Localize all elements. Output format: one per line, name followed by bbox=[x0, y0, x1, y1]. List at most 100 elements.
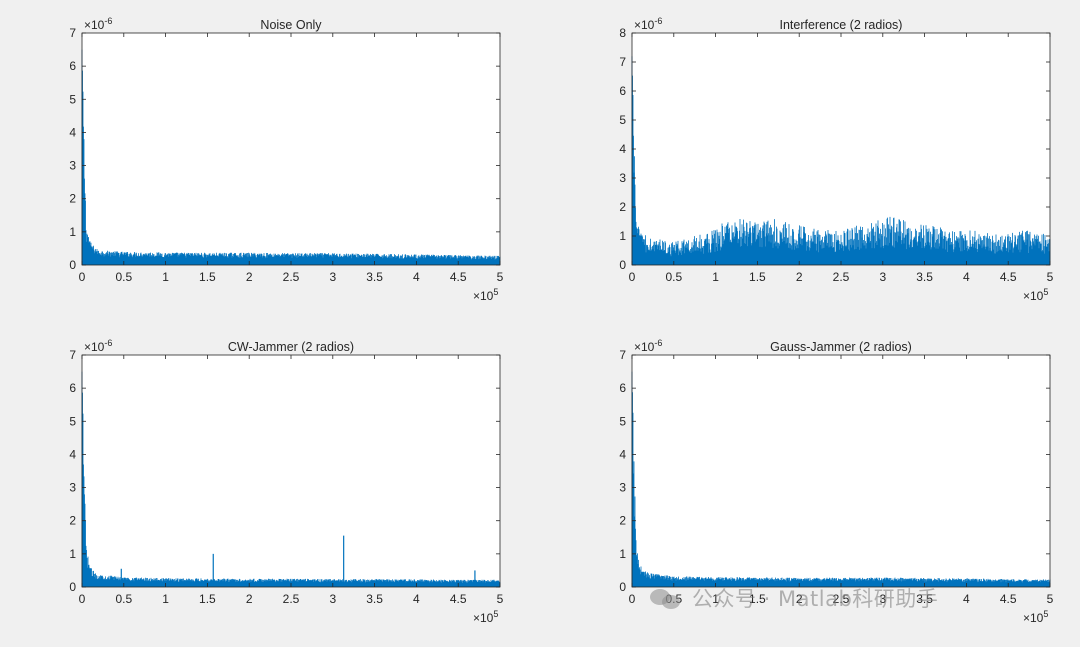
y-tick-label: 2 bbox=[69, 192, 76, 206]
x-tick-label: 1 bbox=[162, 270, 169, 284]
x-tick-label: 3.5 bbox=[916, 270, 933, 284]
y-tick-label: 5 bbox=[69, 414, 76, 428]
chart-title: CW-Jammer (2 radios) bbox=[228, 340, 354, 354]
x-exponent-label: ×105 bbox=[1023, 609, 1048, 625]
x-tick-label: 4.5 bbox=[450, 270, 467, 284]
x-tick-label: 1.5 bbox=[749, 592, 766, 606]
y-tick-label: 7 bbox=[69, 348, 76, 362]
plot-area bbox=[82, 355, 500, 587]
x-tick-label: 0 bbox=[79, 270, 86, 284]
y-exponent-label: ×10-6 bbox=[84, 338, 112, 354]
x-exponent-power: 5 bbox=[493, 287, 498, 297]
x-tick-label: 1 bbox=[712, 592, 719, 606]
y-tick-label: 6 bbox=[69, 59, 76, 73]
y-exponent-power: -6 bbox=[104, 16, 112, 26]
x-tick-label: 3 bbox=[879, 592, 886, 606]
x-tick-label: 0.5 bbox=[115, 592, 132, 606]
y-tick-label: 0 bbox=[619, 258, 626, 272]
x-exponent-power: 5 bbox=[1043, 609, 1048, 619]
y-tick-label: 3 bbox=[69, 481, 76, 495]
y-tick-label: 0 bbox=[69, 580, 76, 594]
x-tick-label: 5 bbox=[1047, 592, 1054, 606]
y-tick-label: 1 bbox=[619, 547, 626, 561]
x-tick-label: 4.5 bbox=[1000, 592, 1017, 606]
x-tick-label: 4 bbox=[963, 270, 970, 284]
x-exponent-label: ×105 bbox=[1023, 287, 1048, 303]
x-tick-label: 2 bbox=[796, 592, 803, 606]
y-tick-label: 7 bbox=[619, 55, 626, 69]
x-tick-label: 2 bbox=[246, 270, 253, 284]
x-tick-label: 2.5 bbox=[283, 592, 300, 606]
x-tick-label: 2.5 bbox=[283, 270, 300, 284]
x-tick-label: 1 bbox=[162, 592, 169, 606]
x-tick-label: 1.5 bbox=[199, 270, 216, 284]
y-exponent-label: ×10-6 bbox=[634, 338, 662, 354]
x-tick-label: 3.5 bbox=[366, 270, 383, 284]
x-exponent-label: ×105 bbox=[473, 609, 498, 625]
x-tick-label: 4 bbox=[413, 592, 420, 606]
x-tick-label: 4.5 bbox=[450, 592, 467, 606]
x-exponent-label: ×105 bbox=[473, 287, 498, 303]
x-tick-label: 4 bbox=[963, 592, 970, 606]
y-tick-label: 1 bbox=[619, 229, 626, 243]
x-tick-label: 1.5 bbox=[749, 270, 766, 284]
y-tick-label: 7 bbox=[69, 26, 76, 40]
x-tick-label: 3.5 bbox=[916, 592, 933, 606]
y-tick-label: 1 bbox=[69, 547, 76, 561]
x-tick-label: 2.5 bbox=[833, 592, 850, 606]
x-tick-label: 2.5 bbox=[833, 270, 850, 284]
x-tick-label: 3 bbox=[879, 270, 886, 284]
y-tick-label: 7 bbox=[619, 348, 626, 362]
y-tick-label: 5 bbox=[619, 414, 626, 428]
y-tick-label: 2 bbox=[619, 200, 626, 214]
y-tick-label: 5 bbox=[69, 92, 76, 106]
plot-area bbox=[82, 33, 500, 265]
y-tick-label: 3 bbox=[69, 159, 76, 173]
x-tick-label: 5 bbox=[497, 270, 504, 284]
y-tick-label: 5 bbox=[619, 113, 626, 127]
x-tick-label: 1.5 bbox=[199, 592, 216, 606]
subplot-2: 0 0.5 1 1.5 2 2.5 3 3.5 4 4.5 5 0 1 2 3 4 5 6 7 8 Interferen… bbox=[619, 16, 1053, 303]
y-tick-label: 3 bbox=[619, 171, 626, 185]
x-tick-label: 0.5 bbox=[665, 592, 682, 606]
y-tick-label: 1 bbox=[69, 225, 76, 239]
x-tick-label: 2 bbox=[796, 270, 803, 284]
plot-area bbox=[632, 355, 1050, 587]
x-tick-label: 5 bbox=[497, 592, 504, 606]
subplot-1: 0 0.5 1 1.5 2 2.5 3 3.5 4 4.5 5 0 1 2 3 4 5 6 7 Noise Only ×… bbox=[69, 16, 503, 303]
y-exponent-power: -6 bbox=[104, 338, 112, 348]
y-tick-label: 6 bbox=[619, 84, 626, 98]
y-tick-label: 4 bbox=[619, 447, 626, 461]
x-tick-label: 0.5 bbox=[665, 270, 682, 284]
y-tick-label: 4 bbox=[69, 447, 76, 461]
y-tick-label: 4 bbox=[619, 142, 626, 156]
y-tick-label: 8 bbox=[619, 26, 626, 40]
chart-title: Gauss-Jammer (2 radios) bbox=[770, 340, 912, 354]
x-tick-label: 0 bbox=[629, 270, 636, 284]
y-tick-label: 0 bbox=[619, 580, 626, 594]
plot-area bbox=[632, 33, 1050, 265]
chart-title: Interference (2 radios) bbox=[780, 18, 903, 32]
x-tick-label: 0 bbox=[79, 592, 86, 606]
y-tick-label: 3 bbox=[619, 481, 626, 495]
x-tick-label: 3 bbox=[329, 592, 336, 606]
x-tick-label: 2 bbox=[246, 592, 253, 606]
x-tick-label: 4.5 bbox=[1000, 270, 1017, 284]
x-tick-label: 4 bbox=[413, 270, 420, 284]
x-tick-label: 3 bbox=[329, 270, 336, 284]
y-tick-label: 6 bbox=[619, 381, 626, 395]
x-tick-label: 0 bbox=[629, 592, 636, 606]
chart-title: Noise Only bbox=[260, 18, 322, 32]
y-tick-label: 0 bbox=[69, 258, 76, 272]
x-tick-label: 0.5 bbox=[115, 270, 132, 284]
subplot-3: 0 0.5 1 1.5 2 2.5 3 3.5 4 4.5 5 0 1 2 3 4 5 6 7 CW-Jammer (… bbox=[69, 338, 503, 625]
subplot-4: 0 0.5 1 1.5 2 2.5 3 3.5 4 4.5 5 0 1 2 3 4 5 6 7 Gauss-Jamme… bbox=[619, 338, 1053, 625]
y-tick-label: 2 bbox=[619, 514, 626, 528]
x-exponent-power: 5 bbox=[1043, 287, 1048, 297]
x-tick-label: 5 bbox=[1047, 270, 1054, 284]
x-tick-label: 3.5 bbox=[366, 592, 383, 606]
x-tick-label: 1 bbox=[712, 270, 719, 284]
y-tick-label: 6 bbox=[69, 381, 76, 395]
